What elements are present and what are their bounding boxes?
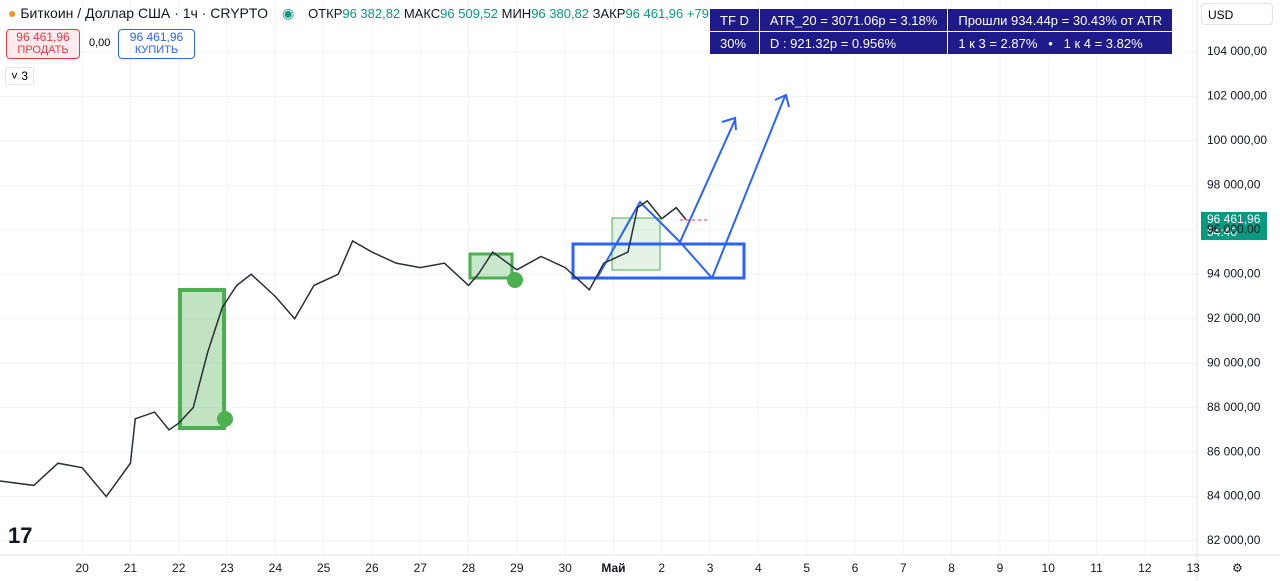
info-table: TF D ATR_20 = 3071.06р = 3.18% Прошли 934.… — [709, 8, 1174, 55]
y-tick-label: 98 000,00 — [1207, 178, 1261, 192]
price-line — [0, 199, 687, 498]
header: ● Биткоин / Доллар США · 1ч · CRYPTO ◉ О… — [8, 5, 784, 22]
y-tick-label: 96 000,00 — [1207, 222, 1261, 236]
x-tick-label: 25 — [317, 561, 331, 575]
price-label: 96 461,96 — [1207, 212, 1261, 226]
cell: ATR_20 = 3071.06р = 3.18% — [758, 8, 949, 32]
x-tick-label: 5 — [803, 561, 810, 575]
x-tick-label: 6 — [852, 561, 859, 575]
cell: TF D — [709, 8, 760, 32]
indicators-count: 3 — [21, 69, 29, 83]
x-tick-label: 7 — [900, 561, 907, 575]
x-tick-label: 27 — [414, 561, 428, 575]
y-tick-label: 104 000,00 — [1207, 44, 1267, 58]
arrow — [679, 95, 786, 280]
x-tick-label: 23 — [220, 561, 234, 575]
status-dot: ◉ — [281, 5, 295, 21]
buy-label: КУПИТЬ — [134, 44, 179, 56]
sell-price: 96 461,96 — [16, 30, 70, 44]
x-tick-label: 13 — [1186, 561, 1200, 575]
arrow-head — [774, 93, 790, 108]
y-tick-label: 94 000,00 — [1207, 266, 1261, 280]
spread: 0,00 — [89, 37, 111, 49]
y-tick-label: 90 000,00 — [1207, 355, 1261, 369]
x-tick-label: 22 — [172, 561, 186, 575]
y-tick-label: 88 000,00 — [1207, 400, 1261, 414]
x-tick-label: Май — [601, 561, 625, 575]
y-tick-label: 86 000,00 — [1207, 444, 1261, 458]
x-tick-label: 30 — [558, 561, 572, 575]
currency-select[interactable]: USD — [1201, 3, 1273, 25]
y-tick-label: 82 000,00 — [1207, 533, 1261, 547]
sell-label: ПРОДАТЬ — [17, 44, 69, 56]
buy-price: 96 461,96 — [129, 30, 184, 44]
arrow-head — [721, 116, 737, 131]
x-tick-label: 21 — [124, 561, 138, 575]
countdown: 54:40 — [1207, 225, 1237, 239]
symbol: Биткоин / Доллар США · 1ч · CRYPTO — [20, 5, 269, 21]
y-tick-label: 102 000,00 — [1207, 89, 1267, 103]
x-tick-label: 28 — [462, 561, 476, 575]
marker — [217, 411, 233, 427]
y-tick-label: 92 000,00 — [1207, 311, 1261, 325]
ohlc-value: 96 380,82 — [531, 6, 590, 21]
x-tick-label: 12 — [1138, 561, 1152, 575]
cell: Прошли 934.44р = 30.43% от ATR — [947, 8, 1174, 32]
x-tick-label: 2 — [658, 561, 665, 575]
zone-box — [571, 242, 746, 280]
x-tick-label: 26 — [365, 561, 379, 575]
logo: 17 — [8, 523, 32, 548]
ohlc-label: ЗАКР — [592, 6, 626, 21]
arrow — [596, 119, 736, 279]
marker — [507, 272, 523, 288]
x-tick-label: 8 — [948, 561, 955, 575]
x-tick-label: 10 — [1042, 561, 1056, 575]
x-tick-label: 4 — [755, 561, 762, 575]
x-tick-label: 3 — [707, 561, 714, 575]
x-tick-label: 29 — [510, 561, 524, 575]
zone-box — [178, 288, 226, 430]
indicators-toggle[interactable]: ˅ 3 — [5, 67, 35, 85]
x-tick-label: 24 — [269, 561, 283, 575]
ohlc-value: 96 509,52 — [440, 6, 498, 21]
x-tick-label: 9 — [997, 561, 1004, 575]
coin-icon: ● — [8, 5, 17, 21]
cell: 30% — [709, 31, 760, 55]
x-tick-label: 11 — [1090, 561, 1103, 575]
cell: 1 к 3 = 2.87% • 1 к 4 = 3.82% — [947, 31, 1174, 55]
settings-icon: ⚙ — [1232, 561, 1243, 575]
sell-button[interactable]: 96 461,96 ПРОДАТЬ — [6, 29, 80, 59]
ohlc-value: 96 461,96 — [625, 6, 684, 21]
currency: USD — [1208, 8, 1234, 22]
cell: D : 921.32р = 0.956% — [758, 31, 949, 55]
ohlc-value: 96 382,82 — [342, 6, 401, 21]
price-label-bg — [1201, 212, 1267, 240]
x-tick-label: 20 — [75, 561, 89, 575]
y-tick-label: 84 000,00 — [1207, 489, 1261, 503]
zone-box — [468, 252, 514, 280]
ohlc-label: МАКС — [403, 6, 441, 21]
y-tick-label: 100 000,00 — [1207, 133, 1267, 147]
ohlc-label: МИН — [501, 6, 532, 21]
buy-button[interactable]: 96 461,96 КУПИТЬ — [118, 29, 195, 59]
ohlc-label: ОТКР — [308, 6, 343, 21]
